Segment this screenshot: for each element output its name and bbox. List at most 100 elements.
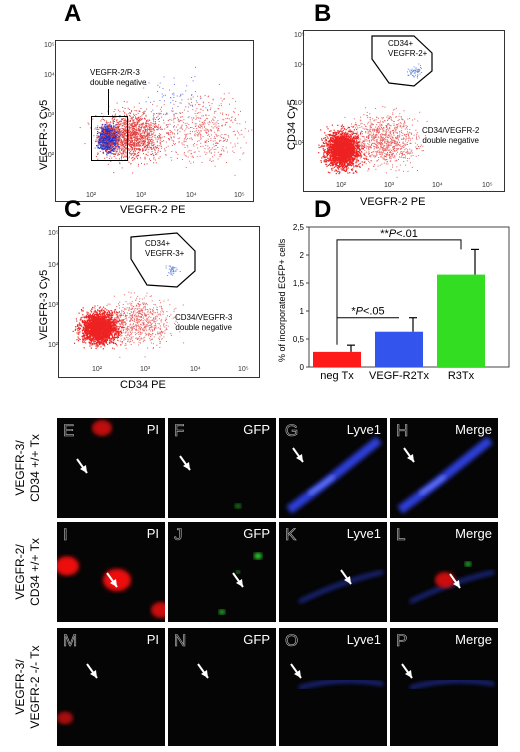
tick-b-y4: 10⁴ <box>294 62 305 69</box>
category-label-1: neg Tx <box>320 370 354 382</box>
micrograph-letter: G <box>285 421 298 441</box>
gate-label-b: CD34+VEGFR-2+ <box>388 39 427 59</box>
fluorescent-spot <box>57 556 79 575</box>
stain-label: Merge <box>455 422 492 437</box>
stain-label: Lyve1 <box>347 632 381 647</box>
stain-label: GFP <box>243 422 270 437</box>
row-label-3: VEGFR-3/VEGFR-2 -/- Tx <box>13 622 43 752</box>
scatter-cluster <box>318 125 369 175</box>
scatter-cluster <box>152 84 252 176</box>
category-label-3: R3Tx <box>448 370 475 382</box>
micrograph-letter: J <box>174 525 183 545</box>
scatter-cluster <box>73 306 125 350</box>
fluorescent-spot <box>57 712 73 725</box>
y-tick-label: 0,5 <box>293 335 305 344</box>
tick-b-y2: 10² <box>294 140 304 147</box>
micrograph-o: O Lyve1 <box>279 628 387 746</box>
fluorescent-spot <box>92 420 112 436</box>
tick-b-y3: 10³ <box>294 100 304 107</box>
micrograph-letter: E <box>63 421 74 441</box>
gate-box-a <box>91 116 128 161</box>
significance-1-label: *P<.05 <box>351 306 384 318</box>
fluorescent-spot <box>435 572 455 588</box>
lymphatic-vessel <box>289 440 379 510</box>
tick-c-y4: 10⁴ <box>48 262 59 269</box>
y-tick-label: 0 <box>300 363 305 372</box>
tick-a-y4: 10⁴ <box>44 72 55 79</box>
tick-a-y3: 10³ <box>44 112 54 119</box>
x-axis-label-a: VEGFR-2 PE <box>120 204 185 216</box>
micrograph-p: P Merge <box>390 628 498 746</box>
y-tick-label: 1,5 <box>293 279 305 288</box>
panel-label-b: B <box>314 0 331 28</box>
panel-label-d: D <box>314 196 331 224</box>
tick-c-x3: 10³ <box>140 366 150 373</box>
fluorescent-spot <box>219 610 225 615</box>
stain-label: GFP <box>243 526 270 541</box>
stain-label: PI <box>147 422 159 437</box>
panel-label-c: C <box>64 196 81 224</box>
stain-label: GFP <box>243 632 270 647</box>
faint-vessel <box>299 681 383 688</box>
y-tick-label: 1 <box>300 307 305 316</box>
row-label-line2: VEGFR-2 -/- Tx <box>28 622 43 752</box>
panel-label-a: A <box>64 0 81 28</box>
micrograph-letter: O <box>285 631 298 651</box>
faint-vessel <box>299 572 383 602</box>
micrograph-k: K Lyve1 <box>279 522 387 622</box>
micrograph-g: G Lyve1 <box>279 418 387 518</box>
fluorescent-spot <box>235 504 241 509</box>
tick-c-y3: 10³ <box>48 302 58 309</box>
category-label-2: VEGF-R2Tx <box>369 370 429 382</box>
y-axis-label-d: % of incorporated EGFP+ cells <box>277 239 287 362</box>
tick-c-x5: 10⁵ <box>238 366 249 373</box>
scatter-cluster <box>166 265 181 276</box>
stain-label: Merge <box>455 526 492 541</box>
tick-c-y5: 10⁵ <box>48 230 59 237</box>
tick-b-y5: 10⁵ <box>294 32 305 39</box>
lymphatic-vessel <box>400 440 490 510</box>
tick-b-x2: 10² <box>336 182 346 189</box>
stain-label: Lyve1 <box>347 526 381 541</box>
micrograph-f: F GFP <box>168 418 276 518</box>
row-label-2: VEGFR-2/CD34 +/+ Tx <box>13 507 43 637</box>
micrograph-letter: P <box>396 631 407 651</box>
micrograph-letter: F <box>174 421 184 441</box>
bar-3 <box>437 275 485 367</box>
row-label-line2: CD34 +/+ Tx <box>28 507 43 637</box>
tick-a-x2: 10² <box>86 192 96 199</box>
tick-a-x5: 10⁵ <box>234 192 245 199</box>
tick-a-y2: 10² <box>44 152 54 159</box>
stain-label: Lyve1 <box>347 422 381 437</box>
fluorescent-spot <box>151 602 165 618</box>
gate-arrow-a <box>108 89 109 115</box>
stain-label: Merge <box>455 632 492 647</box>
micrograph-letter: L <box>396 525 405 545</box>
x-axis-label-b: VEGFR-2 PE <box>360 196 425 208</box>
stain-label: PI <box>147 632 159 647</box>
micrograph-letter: K <box>285 525 296 545</box>
micrograph-e: E PI <box>57 418 165 518</box>
fluorescent-spot <box>103 569 131 591</box>
fluorescent-spot <box>236 570 240 573</box>
tick-a-y5: 10⁵ <box>44 42 55 49</box>
micrograph-l: L Merge <box>390 522 498 622</box>
tick-b-x4: 10⁴ <box>432 182 443 189</box>
tick-b-x3: 10³ <box>384 182 394 189</box>
row-label-line1: VEGFR-2/ <box>13 507 28 637</box>
faint-vessel <box>410 681 494 688</box>
fluorescent-spot <box>465 562 471 567</box>
tick-a-x4: 10⁴ <box>186 192 197 199</box>
x-axis-label-c: CD34 PE <box>120 379 166 391</box>
bar-1 <box>313 352 361 367</box>
